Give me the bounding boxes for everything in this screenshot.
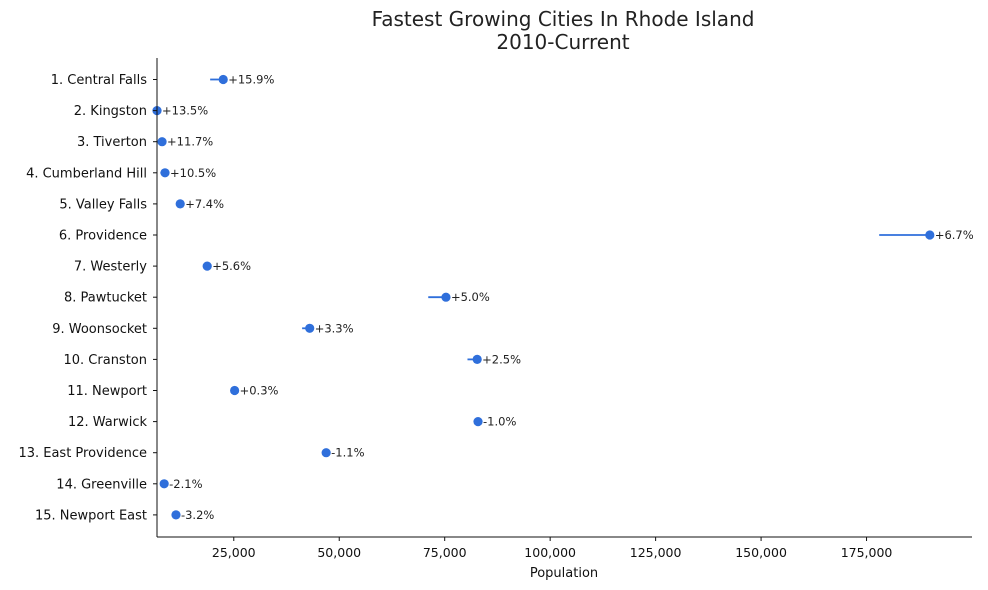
x-tick-label: 150,000: [735, 545, 787, 560]
category-label: 2. Kingston: [74, 104, 147, 119]
chart-subtitle: 2010-Current: [496, 30, 629, 54]
current-point: [441, 292, 451, 302]
data-label: +13.5%: [162, 104, 208, 118]
data-label: +3.3%: [315, 321, 354, 335]
current-point: [472, 354, 482, 364]
plot-area: +15.9% +13.5% +11.7% +10.5% +7.4% +6.7% +5.6% +…: [152, 73, 974, 522]
category-label: 7. Westerly: [74, 260, 147, 275]
current-point: [202, 261, 212, 271]
category-label: 6. Providence: [59, 229, 147, 244]
current-point: [473, 417, 483, 427]
data-label: +15.9%: [228, 73, 274, 87]
x-tick-label: 100,000: [524, 545, 576, 560]
data-label: +11.7%: [167, 135, 213, 149]
data-label: +5.6%: [212, 259, 251, 273]
current-point: [230, 385, 240, 396]
x-tick-label: 50,000: [317, 545, 361, 560]
category-label: 15. Newport East: [35, 508, 147, 523]
category-label: 5. Valley Falls: [59, 197, 147, 212]
current-point: [305, 323, 315, 333]
category-label: 13. East Providence: [18, 446, 147, 461]
x-axis-label: Population: [530, 566, 598, 581]
data-label: +7.4%: [185, 197, 224, 211]
category-label: 3. Tiverton: [77, 135, 147, 150]
category-label: 12. Warwick: [68, 415, 148, 430]
x-tick-label: 75,000: [423, 545, 467, 560]
data-label: +2.5%: [482, 352, 521, 366]
category-label: 8. Pawtucket: [64, 291, 147, 306]
category-label: 10. Cranston: [64, 353, 148, 368]
current-point: [159, 479, 169, 489]
data-label: -1.1%: [331, 446, 364, 460]
current-point: [925, 230, 935, 240]
current-point: [175, 199, 185, 209]
category-label: 11. Newport: [67, 384, 147, 399]
chart-title: Fastest Growing Cities In Rhode Island: [372, 7, 755, 31]
category-label: 9. Woonsocket: [52, 322, 147, 337]
x-tick-label: 25,000: [212, 545, 256, 560]
category-label: 4. Cumberland Hill: [26, 166, 147, 181]
data-label: +10.5%: [170, 166, 216, 180]
current-point: [160, 168, 170, 178]
x-tick-label: 125,000: [630, 545, 682, 560]
data-label: +0.3%: [240, 384, 279, 398]
data-label: -3.2%: [181, 508, 214, 522]
data-label: +6.7%: [935, 228, 974, 242]
current-point: [218, 74, 228, 85]
data-label: -2.1%: [169, 477, 202, 491]
current-point: [171, 510, 181, 520]
data-label: -1.0%: [483, 415, 516, 429]
data-label: +5.0%: [451, 290, 490, 304]
current-point: [321, 448, 331, 458]
x-tick-label: 175,000: [841, 545, 893, 560]
category-label: 14. Greenville: [56, 477, 147, 492]
category-label: 1. Central Falls: [51, 73, 147, 88]
current-point: [157, 137, 167, 147]
